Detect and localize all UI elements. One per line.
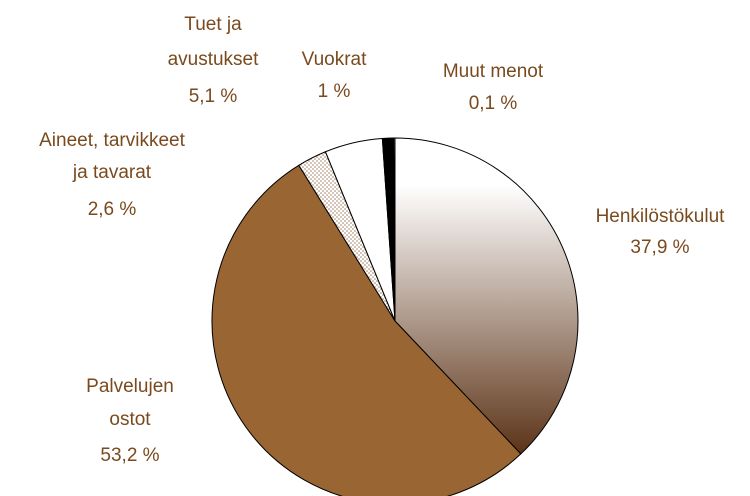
slice-label: Aineet, tarvikkeet <box>39 130 185 151</box>
value-label: 5,1 % <box>189 86 238 107</box>
value-label: 37,9 % <box>630 237 689 258</box>
slice-label: ostot <box>109 409 151 430</box>
pie-slice <box>211 164 522 496</box>
value-label: 1 % <box>318 81 351 102</box>
slice-label: Palvelujen <box>86 376 174 397</box>
slice-label: avustukset <box>168 49 260 70</box>
value-label: 2,6 % <box>88 199 137 220</box>
slice-label: Muut menot <box>443 61 544 82</box>
pie-slice <box>393 137 396 322</box>
pie-slice <box>394 137 579 455</box>
slice-label: ja tavarat <box>72 162 152 183</box>
slice-label: Vuokrat <box>302 49 367 70</box>
value-label: 0,1 % <box>469 93 518 114</box>
value-label: 53,2 % <box>100 445 159 466</box>
slice-label: Tuet ja <box>184 14 242 35</box>
slice-label: Henkilöstökulut <box>596 206 726 227</box>
